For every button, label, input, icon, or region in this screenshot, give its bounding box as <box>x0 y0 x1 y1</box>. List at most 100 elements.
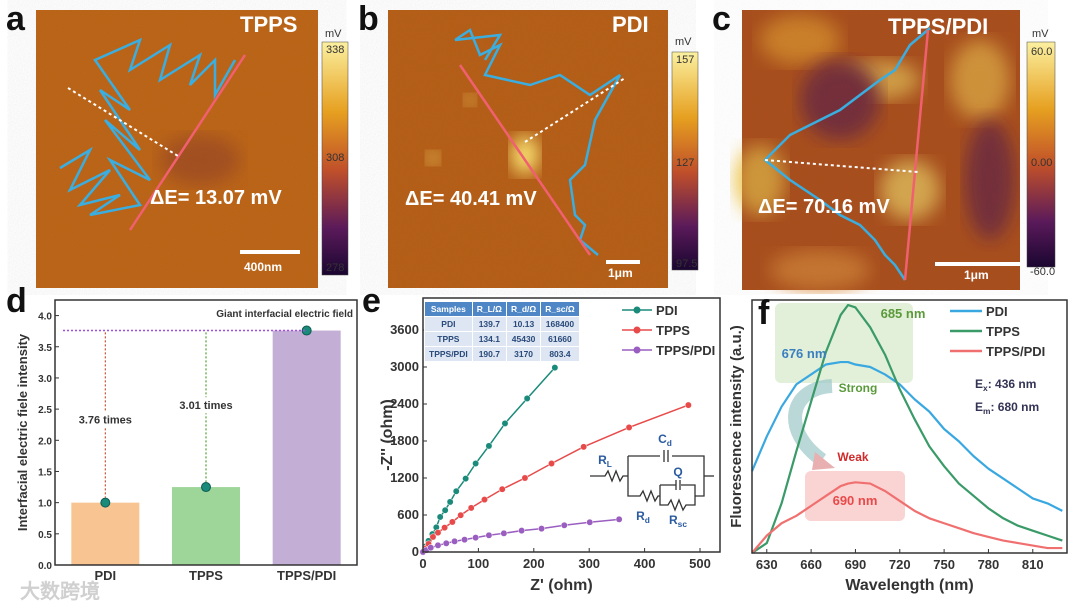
table-row: PDI 139.7 10.13 168400 <box>424 316 580 332</box>
data-point <box>501 419 509 427</box>
label-weak: Weak <box>837 450 868 464</box>
series-line-tpps-pdi <box>751 481 1063 554</box>
axes-frame-f <box>751 299 1068 554</box>
legend-label: PDI <box>986 304 1008 319</box>
y-tick-label: 600 <box>397 507 419 522</box>
afm-delta-pdi: ΔE= 40.41 mV <box>405 188 537 210</box>
cbar-mid-c: 0.00 <box>1031 157 1053 169</box>
axes-frame-e <box>422 297 721 553</box>
panel-label-b: b <box>358 0 379 38</box>
afm-delta-tpps: ΔE= 13.07 mV <box>150 187 282 209</box>
afm-title-pdi: PDI <box>612 12 649 37</box>
cbar-max-c: 60.0 <box>1031 46 1053 58</box>
x-tick-label: PDI <box>94 568 116 583</box>
label-strong: Strong <box>839 381 878 395</box>
circuit-label-rd: Rd <box>636 509 650 525</box>
data-point <box>201 482 211 493</box>
legend-label: TPPS <box>656 323 690 338</box>
cbar-max-b: 157 <box>676 54 695 66</box>
y-tick-label: 4.0 <box>38 312 52 323</box>
legend-marker <box>633 306 641 314</box>
x-tick-label: 630 <box>756 557 778 572</box>
data-point <box>518 527 526 535</box>
axes-frame-d <box>54 299 358 566</box>
data-point <box>615 515 623 523</box>
peak-label-mix: 690 nm <box>833 493 878 508</box>
bar-tpps <box>172 487 240 565</box>
panel-label-f: f <box>758 294 770 332</box>
y-tick-label: 3.0 <box>38 374 52 385</box>
data-point <box>551 364 559 372</box>
watermark: 大数跨境 <box>20 581 100 603</box>
x-tick-label: TPPS/PDI <box>277 568 336 583</box>
legend-label: TPPS/PDI <box>656 343 715 358</box>
data-point <box>434 529 442 537</box>
afm-scale-pdi: 1μm <box>608 266 633 280</box>
cbar-unit-b: mV <box>675 36 692 48</box>
x-axis-label: Z' (ohm) <box>530 577 592 594</box>
y-tick-label: 3000 <box>390 359 419 374</box>
panel-label-e: e <box>362 282 381 320</box>
data-point <box>436 513 444 521</box>
legend-label: TPPS <box>986 324 1020 339</box>
table-cell: TPPS <box>424 331 473 347</box>
data-point <box>481 496 488 504</box>
peak-label-pdi: 676 nm <box>782 346 827 361</box>
data-point <box>100 497 111 508</box>
data-point <box>457 511 465 519</box>
data-point <box>427 544 435 552</box>
panel-label-d: d <box>6 282 27 320</box>
data-point <box>500 529 508 537</box>
legend-label: TPPS/PDI <box>986 344 1045 359</box>
y-tick-label: 0 <box>412 544 419 559</box>
cbar-min-b: 97.5 <box>676 258 698 270</box>
data-point <box>586 518 594 526</box>
annotation-giant-field: Giant interfacial electric field <box>216 309 353 320</box>
table-header: R_d/Ω <box>505 301 542 317</box>
data-point <box>441 506 449 514</box>
x-tick-label: 300 <box>578 556 600 571</box>
y-axis-label: -Z'' (ohm) <box>379 399 396 471</box>
x-tick-label: 750 <box>933 557 955 572</box>
resistance-table: Samples R_L/Ω R_d/Ω R_sc/Ω PDI 139.7 10.13 168… <box>424 301 580 362</box>
circuit-wire <box>628 450 705 497</box>
data-point <box>521 474 529 482</box>
data-point <box>472 534 480 542</box>
cbar-mid-a: 308 <box>326 152 345 164</box>
data-point <box>538 525 546 533</box>
cbar-unit-c: mV <box>1032 28 1049 40</box>
table-cell: 3170 <box>505 346 542 362</box>
panel-label-a: a <box>6 0 25 38</box>
cbar-max-a: 338 <box>326 44 345 56</box>
legend-label: PDI <box>656 303 678 318</box>
y-tick-label: 1.5 <box>38 467 52 478</box>
x-tick-label: 0 <box>419 556 426 571</box>
data-point <box>446 498 454 506</box>
table-cell: 190.7 <box>471 346 507 362</box>
data-point <box>461 536 468 544</box>
data-point <box>485 531 493 539</box>
afm-map-tpps-pdi <box>735 10 1056 290</box>
data-point <box>451 537 459 545</box>
circuit-label-rsc: Rsc <box>669 513 687 529</box>
table-row: TPPS/PDI 190.7 3170 803.4 <box>424 346 580 362</box>
label-bg <box>171 397 241 414</box>
data-point <box>301 325 312 336</box>
arrow-head <box>812 452 835 470</box>
table-cell: 10.13 <box>505 316 542 332</box>
excitation-label: Ex: 436 nm <box>975 377 1036 393</box>
x-tick-label: 400 <box>634 556 656 571</box>
circuit-wire <box>590 469 628 483</box>
data-point <box>462 475 470 483</box>
x-tick-label: TPPS <box>189 568 223 583</box>
afm-title-tpps-pdi: TPPS/PDI <box>888 14 989 39</box>
data-point <box>429 533 437 541</box>
peak-label-tpps: 685 nm <box>881 306 926 321</box>
ratio-label: 3.76 times <box>79 415 132 427</box>
y-tick-label: 3600 <box>390 322 419 337</box>
x-tick-label: 690 <box>845 557 867 572</box>
highlight-box-strong <box>775 303 913 383</box>
x-axis-label: Wavelength (nm) <box>845 577 973 594</box>
table-row: TPPS 134.1 45430 61660 <box>424 331 580 347</box>
x-tick-label: 660 <box>800 557 822 572</box>
